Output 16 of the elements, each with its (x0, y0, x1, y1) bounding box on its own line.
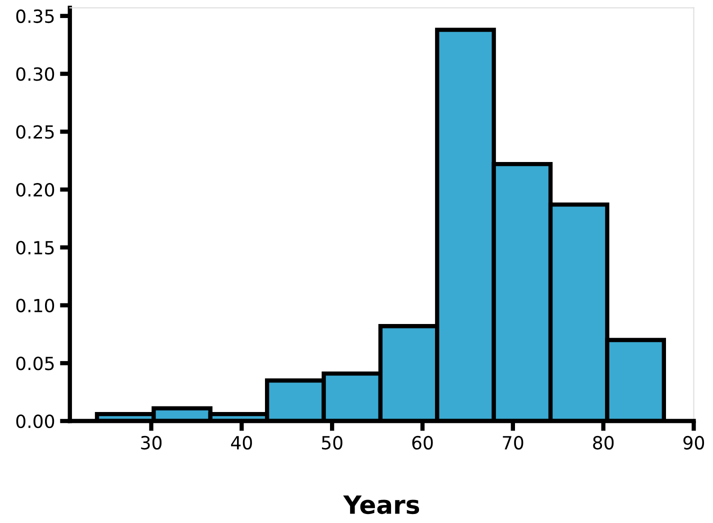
y-tick-label: 0.00 (16, 414, 54, 428)
x-tick-label: 30 (141, 436, 162, 450)
y-tick-label: 0.30 (16, 67, 54, 81)
x-tick-label: 80 (593, 436, 614, 450)
x-tick-label: 90 (683, 436, 704, 450)
x-tick-label: 70 (502, 436, 524, 450)
y-tick-label: 0.35 (16, 9, 54, 24)
y-tick-label: 0.05 (16, 356, 54, 370)
y-tick-label: 0.10 (16, 298, 54, 312)
y-tick-label: 0.20 (16, 183, 54, 197)
y-tick-label: 0.15 (16, 240, 54, 255)
x-tick-label: 60 (412, 436, 433, 450)
x-tick-label: 50 (322, 436, 342, 450)
y-tick-label: 0.25 (16, 125, 54, 139)
x-axis-title: Years (343, 496, 420, 514)
x-tick-label: 40 (231, 436, 252, 450)
